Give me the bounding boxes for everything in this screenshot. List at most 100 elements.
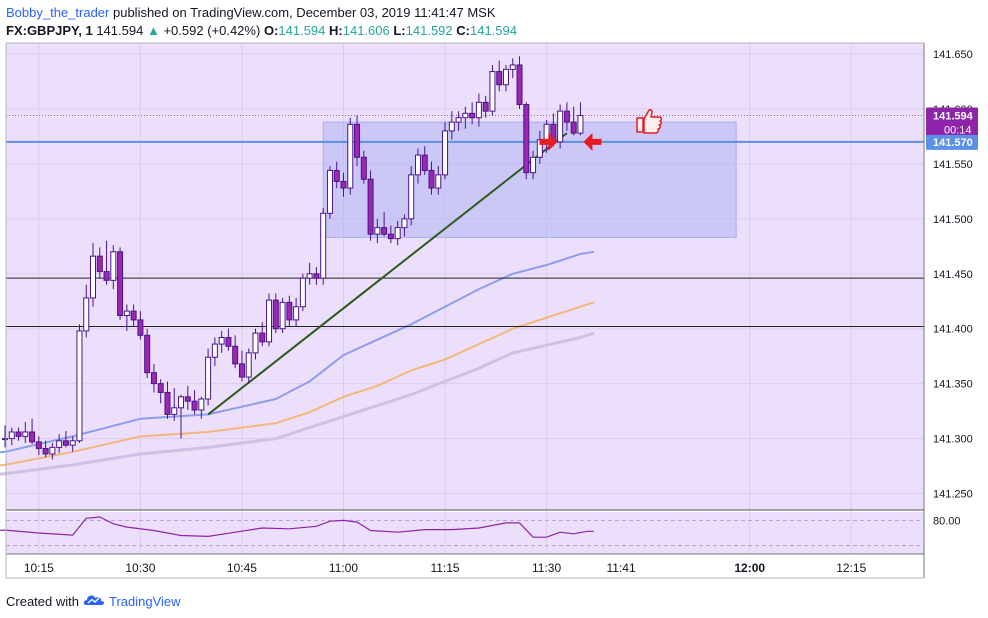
moving-average-line[interactable] xyxy=(0,331,595,477)
candle[interactable] xyxy=(110,245,117,290)
candle[interactable] xyxy=(178,394,185,439)
candle[interactable] xyxy=(130,304,137,327)
candle[interactable] xyxy=(577,102,584,136)
candle-body xyxy=(184,396,191,402)
candle[interactable] xyxy=(462,106,469,129)
candle[interactable] xyxy=(502,64,509,92)
candle[interactable] xyxy=(293,297,300,327)
candle[interactable] xyxy=(29,418,36,445)
candle[interactable] xyxy=(225,328,232,351)
candle[interactable] xyxy=(232,335,239,369)
candle[interactable] xyxy=(279,297,286,334)
author-name[interactable]: Bobby_the_trader xyxy=(6,5,110,20)
candle[interactable] xyxy=(96,247,103,279)
candle[interactable] xyxy=(354,115,361,167)
tradingview-brand[interactable]: TradingView xyxy=(108,594,181,609)
candle[interactable] xyxy=(123,304,130,331)
candle[interactable] xyxy=(570,106,577,136)
candle[interactable] xyxy=(259,322,266,347)
candle[interactable] xyxy=(435,166,442,195)
candle[interactable] xyxy=(2,425,8,448)
candle[interactable] xyxy=(489,64,496,116)
candle[interactable] xyxy=(326,166,333,219)
candle[interactable] xyxy=(421,146,428,175)
candle[interactable] xyxy=(408,166,415,226)
oscillator-pane[interactable] xyxy=(6,512,924,554)
candle-body xyxy=(489,71,496,112)
candle[interactable] xyxy=(448,111,455,140)
moving-average-line[interactable] xyxy=(0,250,595,459)
candle[interactable] xyxy=(387,225,394,243)
candle[interactable] xyxy=(469,102,476,125)
candle[interactable] xyxy=(482,95,489,118)
candle[interactable] xyxy=(218,330,225,353)
candle[interactable] xyxy=(103,240,110,285)
moving-average-line[interactable] xyxy=(0,301,595,469)
candle[interactable] xyxy=(184,385,191,411)
candle[interactable] xyxy=(8,427,15,446)
candle[interactable] xyxy=(401,214,408,237)
candle[interactable] xyxy=(286,295,293,327)
candle[interactable] xyxy=(144,328,151,379)
candle[interactable] xyxy=(414,148,421,184)
candle[interactable] xyxy=(62,430,69,448)
candle[interactable] xyxy=(205,348,212,406)
tradingview-logo-icon[interactable] xyxy=(83,593,105,610)
candle[interactable] xyxy=(157,379,164,404)
candle[interactable] xyxy=(164,381,171,419)
candle[interactable] xyxy=(523,102,530,180)
candle[interactable] xyxy=(333,161,340,189)
candle[interactable] xyxy=(171,388,178,421)
candle[interactable] xyxy=(442,122,449,180)
candle[interactable] xyxy=(35,436,42,456)
candle[interactable] xyxy=(272,293,279,334)
candle[interactable] xyxy=(496,60,503,92)
candle[interactable] xyxy=(83,284,90,338)
candle[interactable] xyxy=(76,324,83,443)
candle[interactable] xyxy=(150,363,157,393)
candle[interactable] xyxy=(90,242,97,307)
candle[interactable] xyxy=(198,396,205,419)
candle[interactable] xyxy=(211,337,218,367)
candle[interactable] xyxy=(320,207,327,285)
candle[interactable] xyxy=(15,427,22,441)
candle[interactable] xyxy=(428,161,435,195)
candle[interactable] xyxy=(117,247,124,320)
left-arrow-icon[interactable] xyxy=(583,132,602,151)
candle[interactable] xyxy=(49,442,56,460)
candle[interactable] xyxy=(42,440,49,458)
candle[interactable] xyxy=(557,104,564,149)
candle[interactable] xyxy=(516,56,523,109)
candle[interactable] xyxy=(69,436,76,452)
candle[interactable] xyxy=(340,172,347,197)
candle[interactable] xyxy=(394,221,401,246)
candle[interactable] xyxy=(563,102,570,131)
thumbs-up-icon[interactable] xyxy=(636,109,663,134)
candle[interactable] xyxy=(381,212,388,237)
right-arrow-icon[interactable] xyxy=(539,132,558,151)
candle[interactable] xyxy=(374,218,381,243)
trendline[interactable] xyxy=(207,132,568,416)
candle[interactable] xyxy=(306,262,313,285)
candle[interactable] xyxy=(266,293,273,347)
candle[interactable] xyxy=(455,111,462,131)
candle[interactable] xyxy=(252,328,259,360)
candle[interactable] xyxy=(245,348,252,384)
candle[interactable] xyxy=(137,311,144,340)
candle[interactable] xyxy=(367,170,374,241)
candle[interactable] xyxy=(238,350,245,382)
candle[interactable] xyxy=(509,58,516,79)
candle[interactable] xyxy=(299,273,306,312)
candle[interactable] xyxy=(347,117,354,195)
candle[interactable] xyxy=(191,390,198,415)
symbol-label[interactable]: FX:GBPJPY, 1 xyxy=(6,23,93,38)
candle[interactable] xyxy=(22,422,29,443)
oscillator-line[interactable] xyxy=(0,516,594,538)
rectangle-zone[interactable] xyxy=(322,121,737,238)
candle[interactable] xyxy=(530,150,537,180)
candle[interactable] xyxy=(313,267,320,285)
candle[interactable] xyxy=(360,150,367,184)
candle[interactable] xyxy=(56,434,63,453)
candle[interactable] xyxy=(475,93,482,127)
